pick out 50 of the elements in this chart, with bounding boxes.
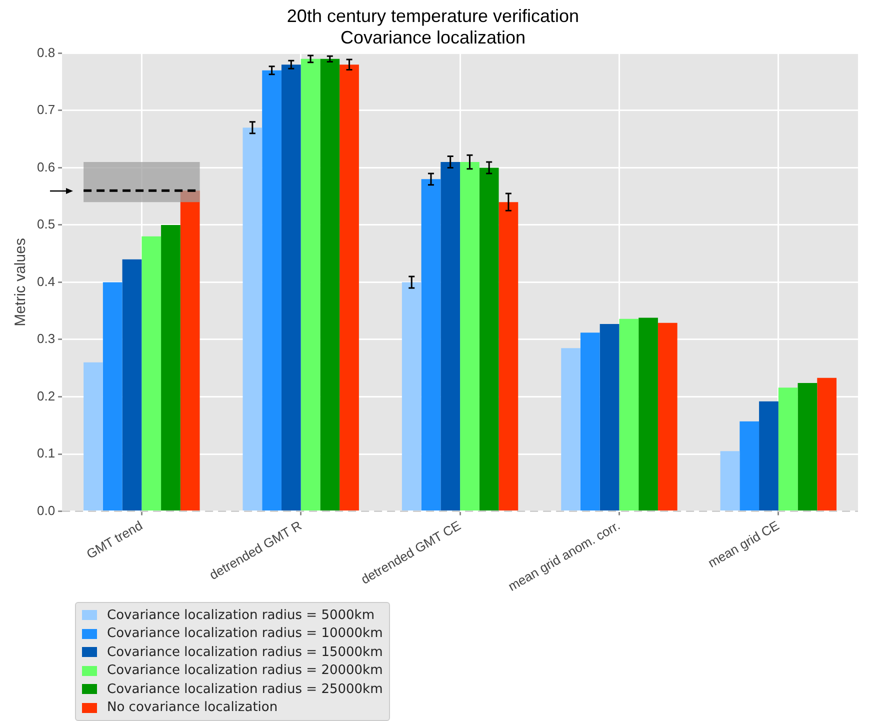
bar — [817, 378, 837, 511]
bar — [658, 322, 678, 511]
bar — [638, 318, 658, 511]
chart-subtitle: Covariance localization — [340, 27, 526, 48]
x-tick-label: mean grid CE — [705, 518, 782, 570]
bar — [561, 348, 580, 511]
bar — [740, 421, 760, 511]
bar — [142, 236, 162, 511]
bar — [102, 282, 122, 511]
bar — [440, 162, 460, 511]
y-axis-title: Metric values — [12, 238, 30, 326]
bar — [281, 64, 301, 511]
bar — [320, 58, 340, 511]
y-tick-label: 0.7 — [36, 102, 56, 118]
bar — [340, 64, 359, 511]
y-tick-label: 0.4 — [36, 274, 56, 289]
bar — [402, 282, 422, 511]
x-tick-label: mean grid anom. corr. — [506, 518, 623, 594]
bar — [242, 128, 262, 511]
bar — [161, 224, 180, 511]
bar — [122, 259, 142, 511]
bar — [798, 383, 818, 511]
legend-label: Covariance localization radius = 25000km — [107, 682, 383, 697]
y-tick-label: 0.3 — [36, 331, 56, 346]
bar — [460, 162, 480, 511]
legend-label: Covariance localization radius = 20000km — [107, 663, 383, 678]
chart-title: 20th century temperature verification — [286, 6, 580, 26]
y-tick-label: 0.8 — [36, 44, 56, 60]
bar — [421, 179, 441, 511]
bar — [580, 332, 600, 511]
y-tick-label: 0.0 — [36, 502, 56, 518]
y-tick-label: 0.2 — [36, 388, 56, 404]
legend-label: Covariance localization radius = 10000km — [107, 626, 383, 642]
y-tick-label: 0.1 — [36, 446, 56, 461]
bar — [479, 168, 499, 511]
x-tick-label: GMT trend — [84, 518, 145, 562]
y-tick-label: 0.6 — [36, 159, 56, 174]
bar — [600, 324, 620, 511]
y-tick-label: 0.5 — [36, 216, 56, 232]
bar — [84, 362, 103, 511]
bar — [300, 58, 320, 511]
bar — [759, 401, 778, 511]
legend-label: Covariance localization radius = 5000km — [107, 608, 374, 623]
legend-label: Covariance localization radius = 15000km — [107, 644, 383, 660]
bar — [498, 202, 518, 511]
bar — [619, 318, 639, 511]
bar — [720, 451, 740, 511]
legend-label: No covariance localization — [107, 700, 278, 716]
bar — [778, 388, 798, 511]
bar — [262, 70, 282, 511]
